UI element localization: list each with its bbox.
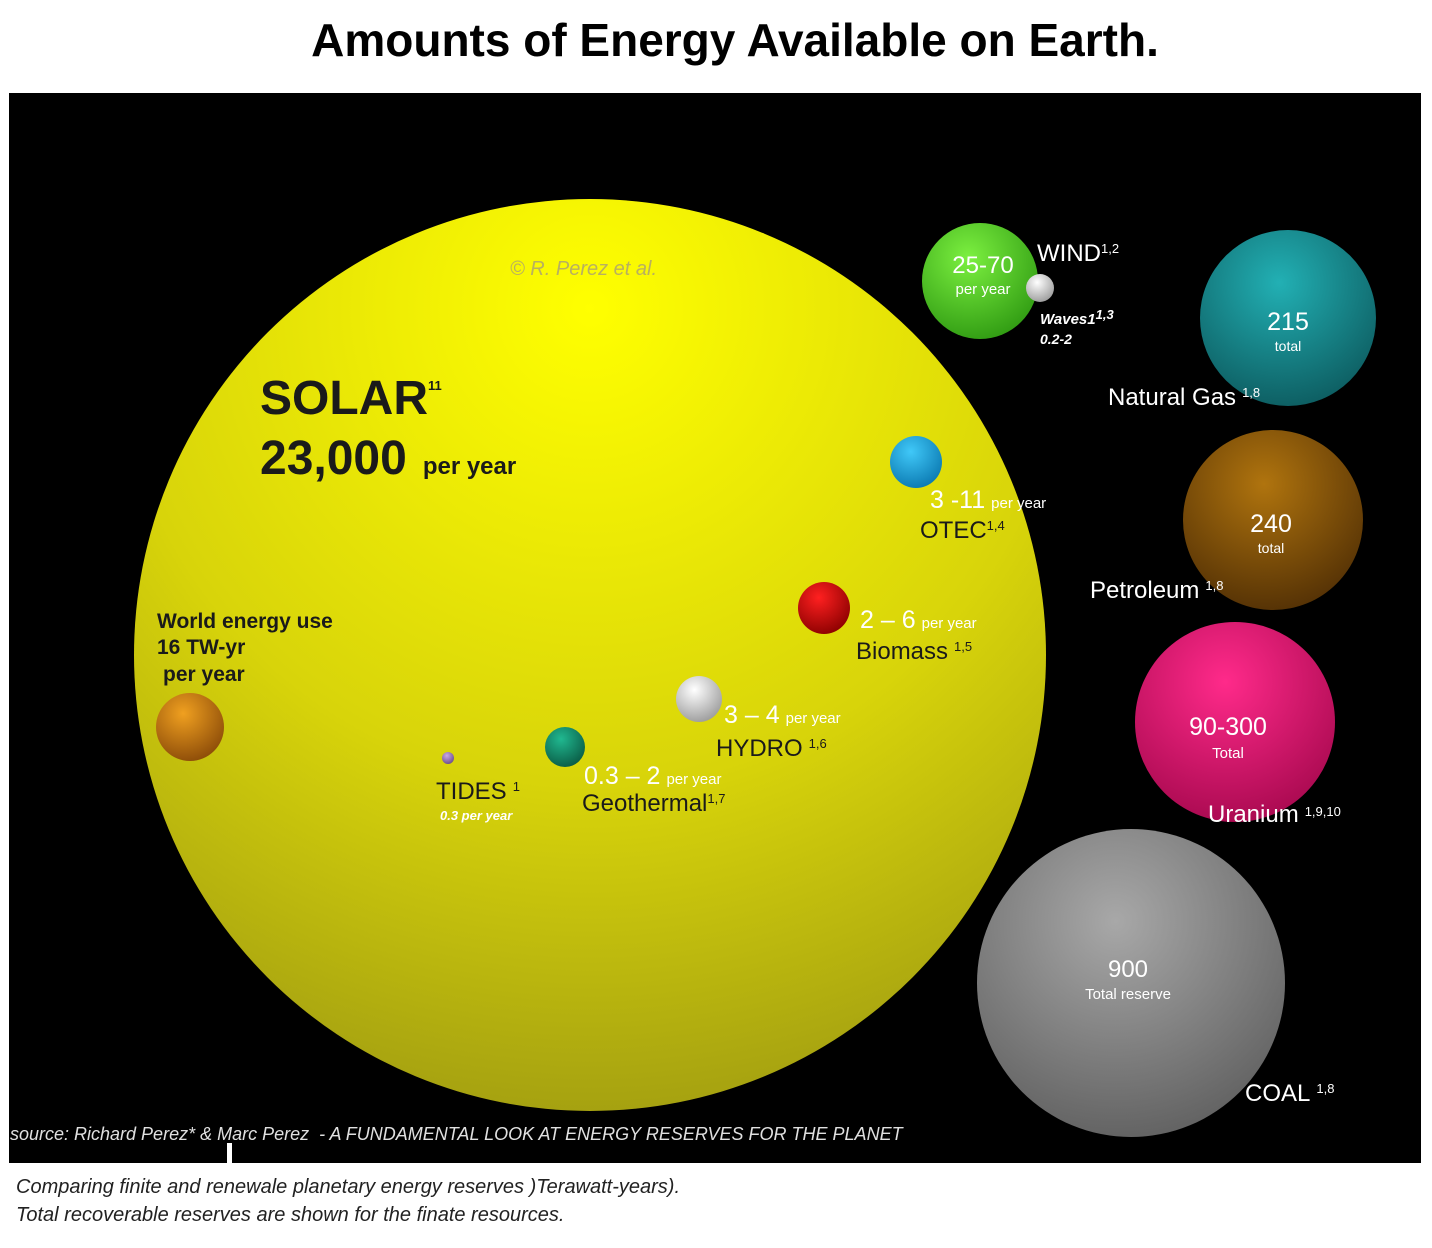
- geothermal-name: Geothermal1,7: [582, 790, 725, 817]
- biomass-amount: 2 – 6: [860, 606, 916, 634]
- source: source: Richard Perez* & Marc Perez - A …: [10, 1124, 905, 1144]
- gas-unit: total: [1275, 338, 1301, 354]
- uranium-unit: Total: [1212, 745, 1244, 762]
- geothermal-unit: per year: [666, 771, 721, 788]
- world-use-line: World energy use: [157, 610, 333, 633]
- solar-amount: 23,000: [260, 432, 407, 485]
- otec-name: OTEC: [920, 517, 987, 544]
- hydro-value: 3 – 4 per year: [724, 701, 841, 729]
- tides-amount: 0.3 per year: [440, 808, 513, 823]
- biomass-ref: 1,5: [954, 639, 972, 654]
- waves-bubble: [1026, 274, 1054, 302]
- solar-name: SOLAR: [260, 372, 428, 425]
- wind-unit: per year: [955, 281, 1010, 298]
- tides-ref: 1: [513, 779, 520, 794]
- otec-ref: 1,4: [987, 518, 1005, 533]
- hydro-name: HYDRO: [716, 735, 803, 762]
- tides-name: TIDES 1: [436, 778, 520, 805]
- wind-amount: 25-70: [952, 252, 1013, 279]
- caption-line: Total recoverable reserves are shown for…: [16, 1204, 564, 1226]
- coal-ref: 1,8: [1316, 1081, 1334, 1096]
- otec-amount: 3 -11: [930, 486, 985, 514]
- petroleum-name: Petroleum: [1090, 577, 1199, 604]
- waves-ref: 1,3: [1096, 307, 1115, 322]
- petroleum-bubble: [1183, 430, 1363, 610]
- solar-ref: 11: [428, 378, 442, 393]
- hydro-name: HYDRO 1,6: [716, 735, 827, 762]
- tides-name: TIDES: [436, 778, 507, 805]
- watermark: © R. Perez et al.: [510, 258, 657, 280]
- world-use-line: 16 TW-yr: [157, 636, 245, 659]
- world-use-line: per year: [163, 663, 245, 686]
- coal-unit: Total reserve: [1085, 986, 1171, 1003]
- petroleum-amount: 240: [1250, 510, 1292, 538]
- world-use-bubble: [156, 693, 224, 761]
- uranium-ref: 1,9,10: [1305, 804, 1341, 819]
- biomass-bubble: [798, 582, 850, 634]
- gas-name: Natural Gas 1,8: [1108, 384, 1260, 411]
- biomass-name: Biomass 1,5: [856, 638, 972, 665]
- solar-value: 23,000 per year: [260, 432, 516, 485]
- coal-name: COAL: [1245, 1080, 1310, 1107]
- uranium-name: Uranium: [1208, 801, 1299, 828]
- otec-bubble: [890, 436, 942, 488]
- waves-name: Waves11,3: [1040, 307, 1114, 328]
- geothermal-ref: 1,7: [707, 791, 725, 806]
- gas-bubble: [1200, 230, 1376, 406]
- otec-name: OTEC1,4: [920, 517, 1005, 544]
- solar-name: SOLAR11: [260, 372, 442, 425]
- waves-name: Waves1: [1040, 311, 1096, 328]
- biomass-unit: per year: [922, 615, 977, 632]
- wind-name: WIND1,2: [1037, 240, 1119, 267]
- hydro-ref: 1,6: [809, 736, 827, 751]
- gas-ref: 1,8: [1242, 385, 1260, 400]
- waves-amount: 0.2-2: [1040, 331, 1072, 347]
- wind-ref: 1,2: [1101, 241, 1119, 256]
- tides-bubble: [442, 752, 454, 764]
- otec-unit: per year: [991, 495, 1046, 512]
- petroleum-name: Petroleum 1,8: [1090, 577, 1223, 604]
- coal-name: COAL 1,8: [1245, 1080, 1334, 1107]
- caption-line: Comparing finite and renewale planetary …: [16, 1176, 680, 1198]
- uranium-name: Uranium 1,9,10: [1208, 801, 1341, 828]
- biomass-value: 2 – 6 per year: [860, 606, 977, 634]
- gas-name: Natural Gas: [1108, 384, 1236, 411]
- wind-bubble: [922, 223, 1038, 339]
- petroleum-unit: total: [1258, 540, 1284, 556]
- hydro-bubble: [676, 676, 722, 722]
- biomass-name: Biomass: [856, 638, 948, 665]
- geothermal-bubble: [545, 727, 585, 767]
- wind-name: WIND: [1037, 240, 1101, 267]
- hydro-amount: 3 – 4: [724, 701, 780, 729]
- gas-amount: 215: [1267, 308, 1309, 336]
- hydro-unit: per year: [786, 710, 841, 727]
- tick: [227, 1143, 232, 1163]
- uranium-amount: 90-300: [1189, 713, 1267, 741]
- uranium-bubble: [1135, 622, 1335, 822]
- geothermal-amount: 0.3 – 2: [584, 762, 660, 790]
- solar-bubble: [134, 199, 1046, 1111]
- coal-amount: 900: [1108, 956, 1148, 983]
- geothermal-name: Geothermal: [582, 790, 707, 817]
- title: Amounts of Energy Available on Earth.: [311, 14, 1159, 66]
- petroleum-ref: 1,8: [1205, 578, 1223, 593]
- otec-value: 3 -11 per year: [930, 486, 1046, 514]
- solar-unit: per year: [423, 453, 516, 480]
- coal-bubble: [977, 829, 1285, 1137]
- geothermal-value: 0.3 – 2 per year: [584, 762, 721, 790]
